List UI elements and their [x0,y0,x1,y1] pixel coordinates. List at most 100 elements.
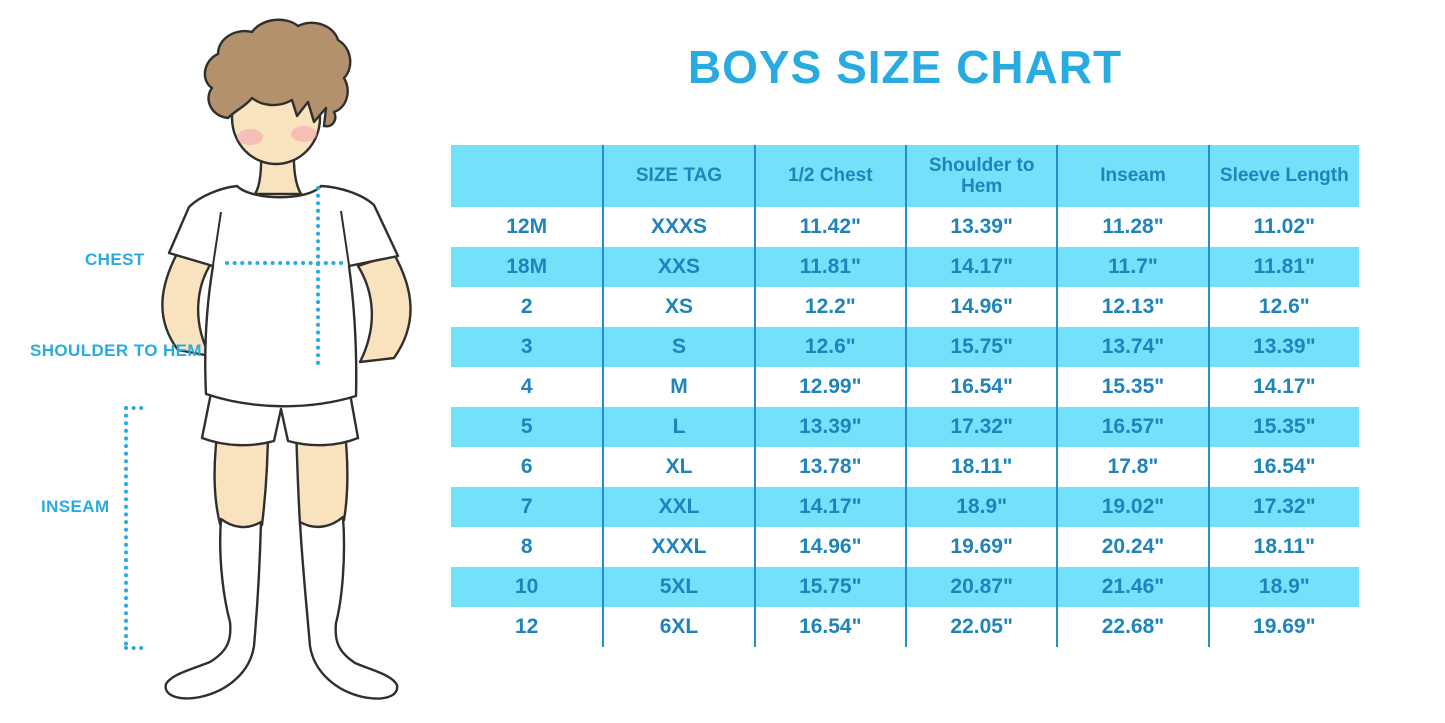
table-cell: 11.7" [1056,247,1207,287]
table-cell: 14.17" [1207,367,1359,407]
table-cell: 22.05" [904,607,1056,647]
table-row: 4 M 12.99" 16.54" 15.35" 14.17" [451,367,1359,407]
table-cell: 14.96" [753,527,905,567]
header-cell: SIZE TAG [602,145,753,207]
shoulder-to-hem-label: SHOULDER TO HEM [30,341,202,360]
table-cell: 17.8" [1056,447,1207,487]
table-cell: 15.75" [753,567,905,607]
table-cell: 19.69" [1207,607,1359,647]
table-cell: 11.02" [1207,207,1359,247]
table-cell: 15.35" [1207,407,1359,447]
table-cell: 13.39" [753,407,905,447]
header-cell: Shoulder to Hem [904,145,1056,207]
table-cell: 15.75" [904,327,1056,367]
boy-figure-svg [124,18,412,700]
table-row: 18M XXS 11.81" 14.17" 11.7" 11.81" [451,247,1359,287]
header-cell: 1/2 Chest [753,145,905,207]
size-table: SIZE TAG 1/2 Chest Shoulder to Hem Inseam Sl… [451,145,1359,647]
table-cell: 5 [520,415,533,438]
boy-shirt [167,184,400,408]
header-cell [451,145,602,207]
boy-hair [203,18,352,128]
table-cell: 13.74" [1056,327,1207,367]
table-cell: 16.57" [1056,407,1207,447]
header-cell: Sleeve Length [1207,145,1359,207]
table-cell: 18M [506,255,548,278]
table-row: 3 S 12.6" 15.75" 13.74" 13.39" [451,327,1359,367]
right-cheek [291,126,317,142]
table-cell: XXXS [602,207,753,247]
table-cell: XL [602,447,753,487]
table-row: 8 XXXL 14.96" 19.69" 20.24" 18.11" [451,527,1359,567]
table-cell: 12 [514,615,539,638]
table-header-row: SIZE TAG 1/2 Chest Shoulder to Hem Inseam Sl… [451,145,1359,207]
table-row: 2 XS 12.2" 14.96" 12.13" 12.6" [451,287,1359,327]
table-cell: 18.9" [1207,567,1359,607]
right-sleeve-seam [340,210,350,266]
table-cell: 11.81" [753,247,905,287]
left-sock [164,517,263,700]
table-cell: 14.17" [753,487,905,527]
table-cell: S [602,327,753,367]
table-cell: 17.32" [904,407,1056,447]
table-cell: 12.2" [753,287,905,327]
table-cell: 5XL [602,567,753,607]
inseam-label: INSEAM [41,497,110,516]
table-cell: M [602,367,753,407]
table-cell: 4 [520,375,533,398]
header-cell: Inseam [1056,145,1207,207]
table-cell: 11.42" [753,207,905,247]
table-cell: 13.39" [904,207,1056,247]
table-cell: 16.54" [904,367,1056,407]
table-cell: 13.78" [753,447,905,487]
left-sleeve-seam [212,211,222,266]
table-row: 10 5XL 15.75" 20.87" 21.46" 18.9" [451,567,1359,607]
table-row: 7 XXL 14.17" 18.9" 19.02" 17.32" [451,487,1359,527]
table-row: 6 XL 13.78" 18.11" 17.8" 16.54" [451,447,1359,487]
inseam-measure-line [124,406,145,650]
table-cell: 14.17" [904,247,1056,287]
table-cell: 18.11" [904,447,1056,487]
table-cell: L [602,407,753,447]
table-cell: XXS [602,247,753,287]
table-cell: 12.6" [753,327,905,367]
table-cell: 19.02" [1056,487,1207,527]
table-cell: XXXL [602,527,753,567]
table-cell: 20.24" [1056,527,1207,567]
table-cell: 16.54" [753,607,905,647]
chest-label: CHEST [85,250,145,269]
table-cell: XXL [602,487,753,527]
table-cell: 16.54" [1207,447,1359,487]
table-cell: 18.11" [1207,527,1359,567]
table-cell: 21.46" [1056,567,1207,607]
table-cell: 3 [520,335,533,358]
page-title: BOYS SIZE CHART [687,41,1123,93]
table-cell: 22.68" [1056,607,1207,647]
table-cell: 6XL [602,607,753,647]
table-cell: 15.35" [1056,367,1207,407]
table-cell: 10 [514,575,539,598]
table-cell: 8 [520,535,533,558]
table-cell: 7 [520,495,533,518]
right-arm [356,252,412,364]
table-cell: XS [602,287,753,327]
table-cell: 11.81" [1207,247,1359,287]
table-cell: 18.9" [904,487,1056,527]
boy-illustration: CHEST SHOULDER TO HEM INSEAM [0,0,445,723]
table-cell: 12.13" [1056,287,1207,327]
table-cell: 12.99" [753,367,905,407]
table-cell: 19.69" [904,527,1056,567]
table-row: 5 L 13.39" 17.32" 16.57" 15.35" [451,407,1359,447]
table-cell: 12M [506,215,548,238]
table-cell: 6 [520,455,533,478]
table-row: 12M XXXS 11.42" 13.39" 11.28" 11.02" [451,207,1359,247]
table-cell: 17.32" [1207,487,1359,527]
table-cell: 14.96" [904,287,1056,327]
right-sock [298,515,399,700]
table-cell: 13.39" [1207,327,1359,367]
table-cell: 20.87" [904,567,1056,607]
left-cheek [237,129,263,145]
table-cell: 2 [520,295,533,318]
table-cell: 11.28" [1056,207,1207,247]
